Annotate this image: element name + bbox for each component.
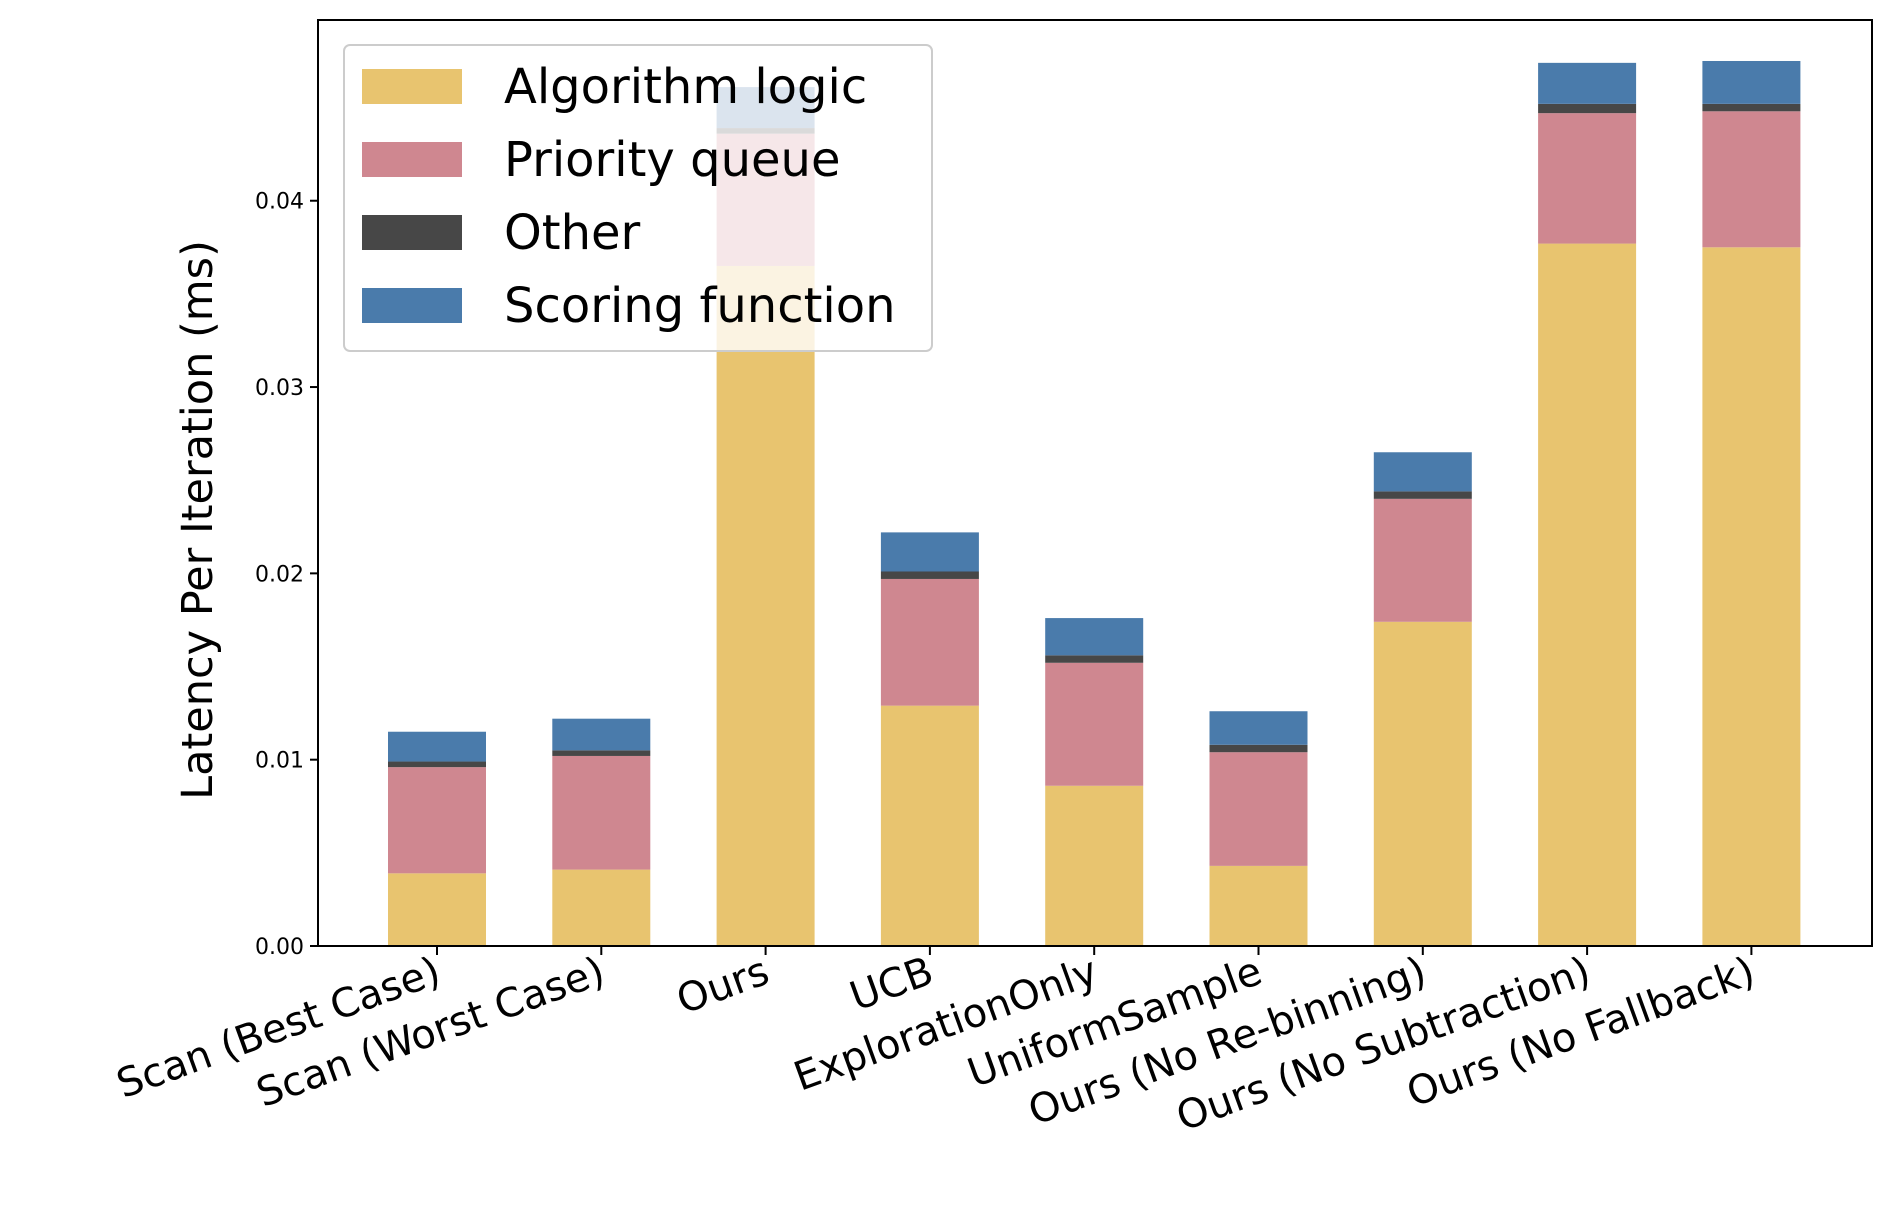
bar-4-priority-queue (880, 578, 979, 706)
y-axis: 0.00 0.01 0.02 0.03 0.04 (255, 190, 318, 960)
bar-8-algorithm-logic (1538, 243, 1637, 946)
bar-9-other (1702, 103, 1801, 112)
bar-2-other (552, 750, 651, 756)
bar-6-priority-queue (1209, 752, 1308, 866)
bar-1-other (388, 761, 486, 768)
bar-5-scoring-function (1045, 618, 1144, 656)
legend-label-scoring-function: Scoring function (504, 278, 896, 334)
bar-1-algorithm-logic (388, 873, 486, 946)
bar-3-algorithm-logic (716, 265, 815, 946)
legend-label-priority-queue: Priority queue (504, 132, 840, 188)
bar-9-priority-queue (1702, 111, 1801, 248)
bar-1-priority-queue (388, 767, 486, 874)
legend: Algorithm logic Priority queue Other Scorin… (343, 44, 933, 352)
y-tick-label: 0.03 (255, 376, 304, 401)
bar-9-scoring-function (1702, 60, 1801, 104)
bar-4-scoring-function (880, 532, 979, 572)
bar-8-other (1538, 103, 1637, 114)
bar-2-algorithm-logic (552, 869, 651, 946)
bar-2-scoring-function (552, 718, 651, 751)
bar-9-algorithm-logic (1702, 247, 1801, 946)
bar-7-other (1373, 491, 1472, 499)
legend-swatch-priority-queue (362, 142, 462, 177)
bar-7-priority-queue (1373, 498, 1472, 622)
bar-7-algorithm-logic (1373, 621, 1472, 946)
y-tick-label: 0.02 (255, 562, 304, 587)
bar-6-other (1209, 744, 1308, 753)
bar-2-priority-queue (552, 755, 651, 870)
legend-label-algorithm-logic: Algorithm logic (504, 59, 867, 115)
y-axis-title: Latency Per Iteration (ms) (173, 240, 223, 800)
bar-1-scoring-function (388, 731, 486, 762)
y-tick-label: 0.00 (255, 935, 304, 960)
y-tick-label: 0.04 (255, 190, 304, 215)
bar-4-other (880, 571, 979, 579)
legend-swatch-other (362, 215, 462, 250)
bar-5-algorithm-logic (1045, 785, 1144, 946)
legend-swatch-algorithm-logic (362, 69, 462, 104)
bar-8-priority-queue (1538, 113, 1637, 244)
bar-4-algorithm-logic (880, 705, 979, 946)
y-tick-label: 0.01 (255, 749, 304, 774)
bar-5-other (1045, 655, 1144, 663)
legend-box (343, 44, 933, 352)
x-tick-label: Ours (671, 948, 775, 1023)
legend-label-other: Other (504, 205, 641, 261)
bar-6-algorithm-logic (1209, 865, 1308, 946)
bar-7-scoring-function (1373, 452, 1472, 492)
legend-swatch-scoring-function (362, 288, 462, 323)
bar-5-priority-queue (1045, 662, 1144, 786)
x-axis: Scan (Best Case)Scan (Worst Case) Ours UCB… (111, 946, 1761, 1141)
bar-6-scoring-function (1209, 711, 1308, 745)
bar-8-scoring-function (1538, 62, 1637, 104)
